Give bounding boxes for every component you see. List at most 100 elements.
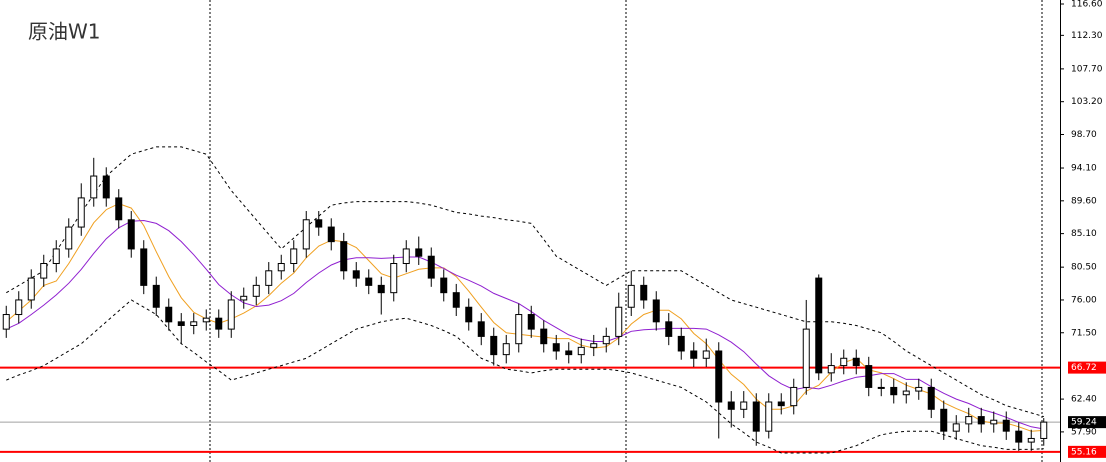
candle-body	[1015, 430, 1023, 443]
candle-body	[140, 248, 148, 286]
candle-body	[790, 386, 798, 407]
candle-body	[852, 357, 860, 367]
candle-body	[652, 299, 660, 323]
candle-body	[477, 321, 485, 337]
candle-body	[415, 248, 423, 257]
candle-body	[540, 328, 548, 345]
candle-body	[602, 335, 610, 345]
candle-body	[115, 197, 123, 221]
candle-body	[765, 401, 773, 432]
candle-body	[552, 343, 560, 352]
candle-body	[402, 248, 410, 265]
candle-body	[315, 219, 323, 228]
candle-body	[577, 346, 585, 356]
candle-body	[252, 284, 260, 297]
candle-body	[677, 335, 685, 352]
candle-body	[915, 386, 923, 392]
y-tick-label: 103.20	[1071, 97, 1103, 107]
candle-body	[202, 317, 210, 323]
candle-body	[1027, 437, 1035, 443]
candle-body	[465, 306, 473, 323]
candle-body	[340, 241, 348, 272]
candle-body	[365, 277, 373, 286]
candle-body	[640, 284, 648, 301]
candle-body	[565, 350, 573, 356]
candle-body	[827, 365, 835, 374]
y-tick-label: 80.50	[1071, 263, 1097, 273]
candle-body	[40, 263, 48, 279]
candle-body	[152, 284, 160, 308]
candle-body	[515, 314, 523, 345]
candle-body	[352, 270, 360, 279]
price-label-box	[1068, 361, 1106, 374]
candle-body	[527, 314, 535, 330]
candle-body	[52, 248, 60, 265]
y-tick-label: 71.50	[1071, 328, 1097, 338]
price-label: 66.72	[1071, 363, 1097, 373]
candle-body	[90, 175, 98, 199]
candle-body	[215, 317, 223, 330]
candle-body	[665, 321, 673, 337]
y-tick-label: 89.60	[1071, 196, 1097, 206]
candle-body	[815, 277, 823, 374]
candle-body	[190, 321, 198, 326]
candle-body	[277, 263, 285, 272]
candle-body	[127, 219, 135, 250]
candle-body	[927, 386, 935, 410]
candle-body	[490, 335, 498, 356]
candle-body	[290, 248, 298, 265]
candle-body	[15, 299, 23, 316]
price-label: 55.16	[1071, 447, 1097, 457]
candle-body	[27, 277, 35, 301]
candle-body	[802, 328, 810, 388]
candle-body	[615, 306, 623, 337]
candle-body	[965, 416, 973, 425]
candle-body	[390, 263, 398, 294]
candle-body	[877, 386, 885, 389]
candle-body	[952, 423, 960, 432]
candle-body	[302, 219, 310, 250]
candle-body	[840, 357, 848, 367]
y-tick-label: 76.00	[1071, 295, 1097, 305]
candle-body	[240, 295, 248, 301]
price-label-box	[1068, 416, 1106, 429]
candle-body	[727, 401, 735, 410]
y-tick-label: 107.70	[1071, 64, 1103, 74]
y-tick-label: 62.40	[1071, 395, 1097, 405]
y-tick-label: 116.60	[1071, 0, 1103, 10]
candle-body	[690, 350, 698, 359]
candle-body	[740, 401, 748, 410]
y-tick-label: 98.70	[1071, 130, 1097, 140]
candle-body	[440, 277, 448, 294]
candle-body	[702, 350, 710, 359]
candle-body	[890, 386, 898, 396]
candle-body	[865, 365, 873, 388]
candle-body	[327, 226, 335, 243]
y-tick-label: 94.10	[1071, 164, 1097, 174]
candle-body	[715, 350, 723, 403]
candle-body	[977, 416, 985, 425]
candle-body	[590, 343, 598, 348]
candle-body	[65, 226, 73, 250]
candle-body	[902, 390, 910, 396]
candle-body	[1002, 419, 1010, 432]
candle-body	[502, 343, 510, 356]
y-tick-label: 85.10	[1071, 229, 1097, 239]
chart-title: 原油W1	[28, 20, 101, 44]
y-tick-label: 112.30	[1071, 31, 1103, 41]
candle-body	[227, 299, 235, 330]
candle-body	[777, 401, 785, 407]
candle-body	[940, 408, 948, 432]
candle-body	[102, 175, 110, 199]
candle-body	[1040, 421, 1048, 439]
candle-body	[2, 314, 10, 330]
price-label: 59.24	[1071, 418, 1097, 428]
candle-body	[377, 284, 385, 294]
candle-body	[990, 419, 998, 425]
candle-body	[265, 270, 273, 286]
candle-body	[752, 401, 760, 432]
candle-body	[452, 292, 460, 308]
candle-body	[165, 306, 173, 323]
